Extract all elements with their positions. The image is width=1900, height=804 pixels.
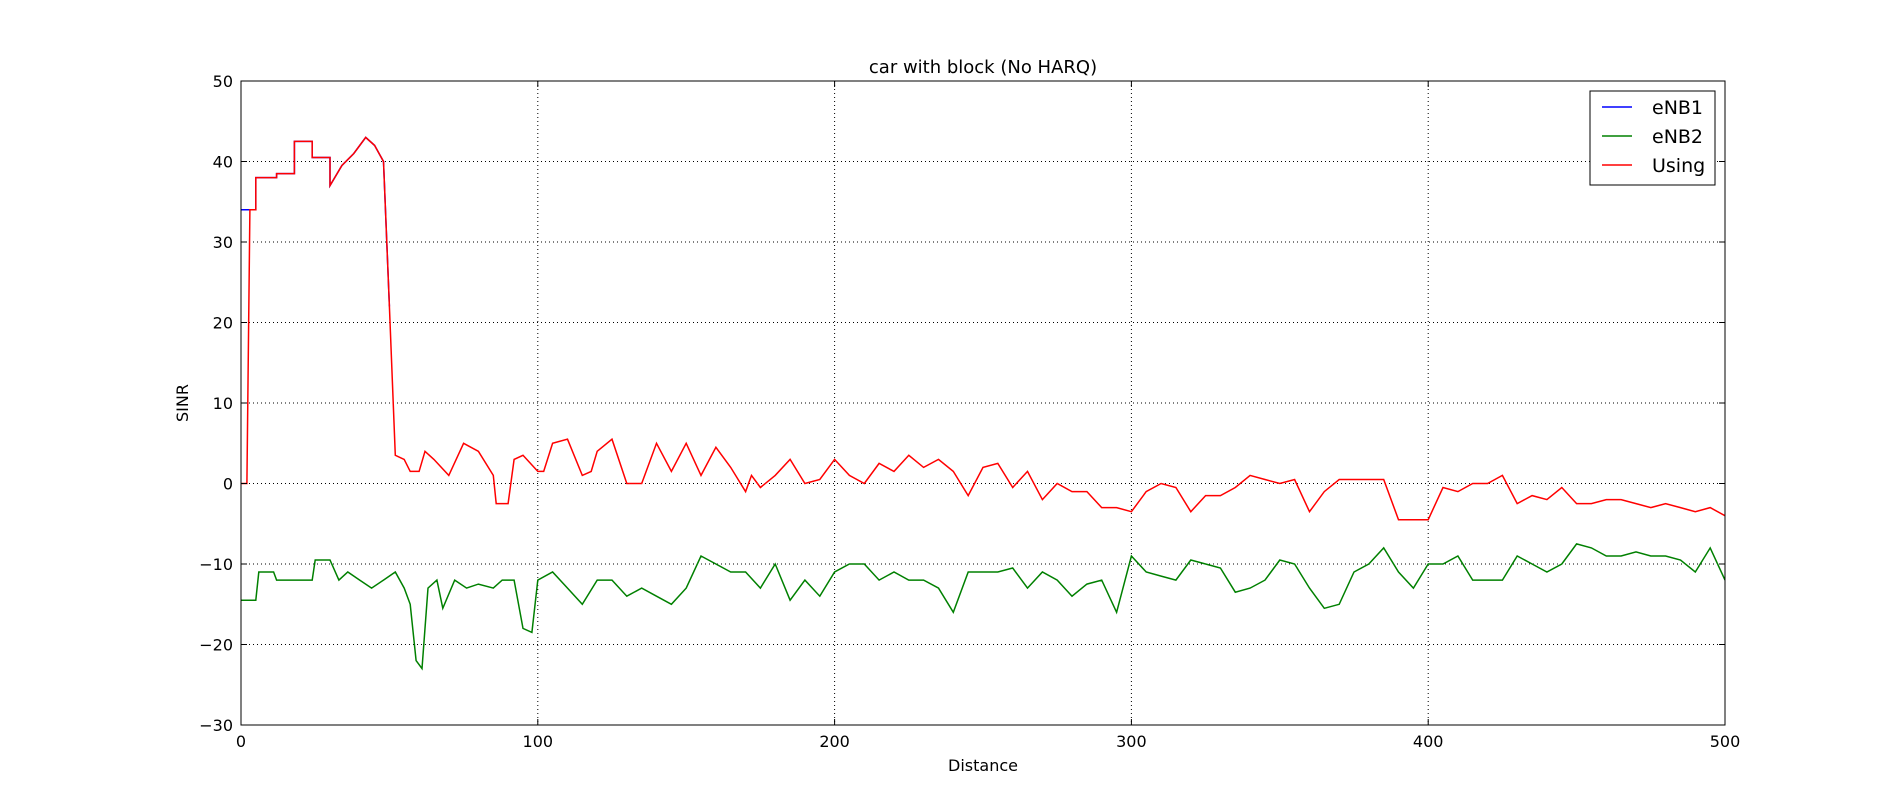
series-line-enb2: [241, 543, 1725, 671]
y-tick-label: −30: [199, 716, 233, 735]
series-line-using: [241, 136, 1725, 521]
y-tick-label: −10: [199, 555, 233, 574]
x-tick-label: 100: [523, 732, 554, 751]
y-tick-label: 10: [213, 394, 233, 413]
x-tick-label: 300: [1116, 732, 1147, 751]
legend: eNB1 eNB2 Using: [1589, 90, 1716, 186]
legend-label-enb1: eNB1: [1652, 97, 1703, 119]
chart-title: car with block (No HARQ): [869, 57, 1097, 78]
x-tick-label: 200: [819, 732, 850, 751]
y-tick-label: 30: [213, 233, 233, 252]
x-tick-label: 400: [1413, 732, 1444, 751]
y-tick-label: 40: [213, 153, 233, 172]
legend-label-enb2: eNB2: [1652, 126, 1703, 148]
y-tick-label: 0: [223, 475, 233, 494]
x-tick-label: 500: [1710, 732, 1741, 751]
y-tick-label: −20: [199, 636, 233, 655]
x-tick-label: 0: [236, 732, 246, 751]
y-axis-label: SINR: [173, 384, 192, 422]
series-lines: [241, 136, 1725, 671]
axis-ticks: 0 100 200 300 400 500 −30 −20 −10 0 10 20 30 40 50: [199, 72, 1740, 751]
y-tick-label: 20: [213, 314, 233, 333]
x-axis-label: Distance: [948, 756, 1018, 775]
legend-label-using: Using: [1652, 155, 1705, 177]
y-tick-label: 50: [213, 72, 233, 91]
